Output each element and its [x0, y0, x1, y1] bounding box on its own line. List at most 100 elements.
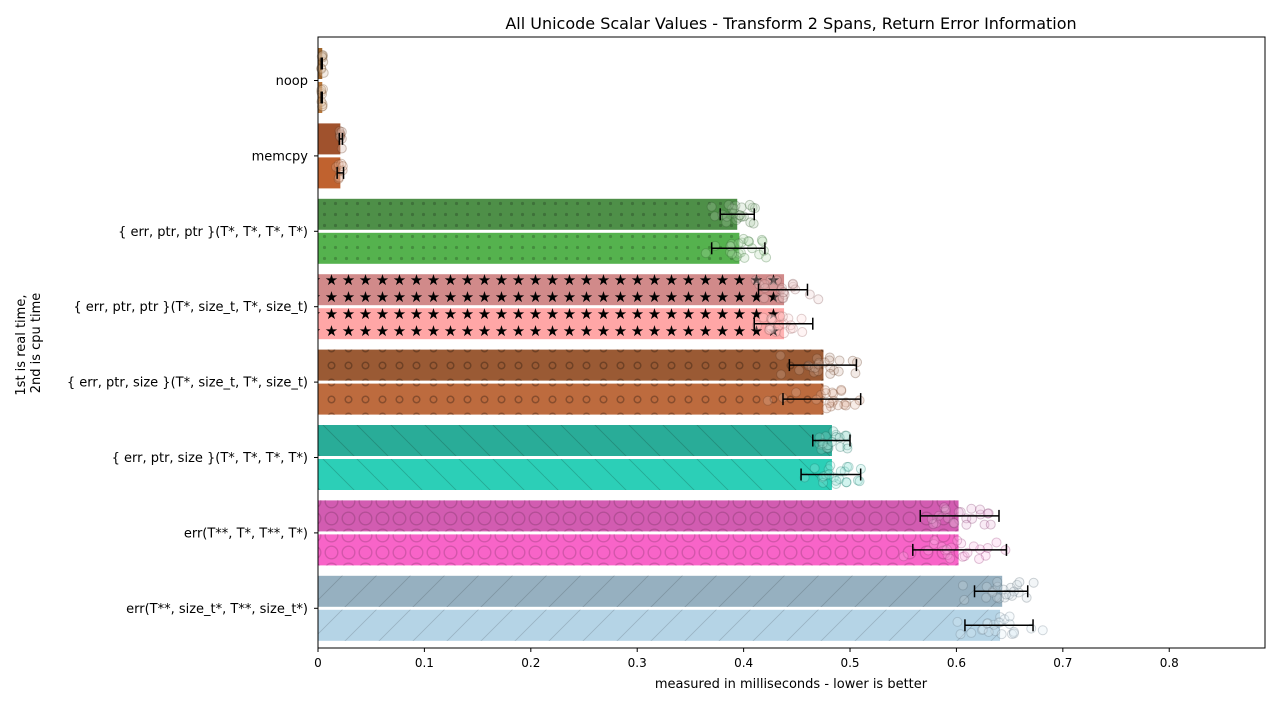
- sample-point: [739, 252, 750, 263]
- sample-point: [983, 626, 994, 637]
- sample-point: [723, 199, 734, 210]
- y-tick-label: { err, ptr, ptr }(T*, T*, T*, T*): [118, 225, 308, 240]
- sample-point: [730, 200, 741, 211]
- sample-point: [775, 311, 786, 322]
- sample-point: [821, 403, 832, 414]
- bar-pattern: [318, 534, 959, 566]
- sample-point: [787, 323, 798, 334]
- sample-point: [750, 275, 761, 286]
- sample-point: [728, 208, 739, 219]
- sample-point: [721, 217, 732, 228]
- sample-point: [843, 461, 854, 472]
- sample-point: [318, 67, 329, 78]
- sample-point: [931, 518, 942, 529]
- sample-point: [1005, 582, 1016, 593]
- plot-area: [316, 48, 1048, 641]
- bar-group: [316, 48, 329, 113]
- x-tick-label: 0.6: [947, 656, 966, 670]
- sample-point: [768, 281, 779, 292]
- sample-point: [744, 199, 755, 210]
- bar-pattern: [318, 500, 959, 532]
- sample-point: [330, 162, 341, 173]
- sample-point: [836, 385, 847, 396]
- y-tick-label: noop: [276, 74, 308, 89]
- sample-point: [1007, 629, 1018, 640]
- sample-point: [854, 395, 865, 406]
- x-axis: 0 0.1 0.2 0.3 0.4 0.5 0.6 0.7 0.8: [314, 648, 1179, 670]
- chart-title: All Unicode Scalar Values - Transform 2 …: [505, 14, 1076, 33]
- sample-point: [318, 84, 329, 95]
- y-axis-label-line-2: 2nd is cpu time: [29, 293, 44, 394]
- sample-point: [729, 204, 740, 215]
- x-axis-label: measured in milliseconds - lower is bett…: [655, 677, 928, 692]
- sample-point: [850, 368, 861, 379]
- sample-point: [831, 429, 842, 440]
- sample-point: [731, 251, 742, 262]
- sample-point: [796, 313, 807, 324]
- bar-group: [318, 349, 865, 415]
- bar-group: [318, 274, 824, 340]
- sample-point: [824, 355, 835, 366]
- sample-point: [727, 203, 738, 214]
- bar-pattern: [318, 459, 832, 490]
- y-axis-label-line-1: 1st is real time,: [14, 295, 29, 396]
- sample-point: [949, 518, 960, 529]
- bar-cpu-time: [318, 157, 341, 189]
- sample-point: [841, 477, 852, 488]
- sample-point: [1004, 611, 1015, 622]
- sample-point: [980, 550, 991, 561]
- sample-point: [797, 327, 808, 338]
- y-axis: noop memcpy { err, ptr, ptr }(T*, T*, T*, …: [67, 74, 318, 617]
- sample-point: [826, 436, 837, 447]
- sample-point: [936, 541, 947, 552]
- sample-point: [760, 283, 771, 294]
- sample-point: [777, 311, 788, 322]
- sample-point: [955, 629, 966, 640]
- sample-point: [813, 366, 824, 377]
- sample-point: [975, 509, 986, 520]
- sample-point: [854, 476, 865, 487]
- sample-point: [735, 210, 746, 221]
- sample-point: [968, 541, 979, 552]
- sample-point: [926, 514, 937, 525]
- sample-point: [809, 367, 820, 378]
- sample-point: [799, 472, 810, 483]
- sample-point: [1004, 589, 1015, 600]
- sample-point: [818, 477, 829, 488]
- sample-point: [738, 233, 749, 244]
- sample-point: [948, 517, 959, 528]
- sample-point: [734, 210, 745, 221]
- sample-point: [778, 293, 789, 304]
- bar-pattern: [318, 383, 824, 415]
- sample-point: [754, 249, 765, 260]
- bar-pattern: [318, 425, 832, 456]
- sample-point: [956, 538, 967, 549]
- sample-point: [1013, 587, 1024, 598]
- sample-point: [990, 626, 1001, 637]
- sample-point: [928, 539, 939, 550]
- sample-point: [821, 442, 832, 453]
- sample-point: [992, 592, 1003, 603]
- sample-point: [771, 275, 782, 286]
- sample-point: [898, 551, 909, 562]
- sample-point: [1001, 589, 1012, 600]
- sample-point: [773, 293, 784, 304]
- sample-point: [827, 387, 838, 398]
- sample-point: [787, 279, 798, 290]
- sample-point: [833, 366, 844, 377]
- sample-point: [841, 397, 852, 408]
- sample-point: [999, 592, 1010, 603]
- y-tick-label: { err, ptr, size }(T*, size_t, T*, size_…: [67, 376, 308, 391]
- sample-point: [835, 466, 846, 477]
- sample-point: [333, 159, 344, 170]
- sample-point: [726, 249, 737, 260]
- sample-point: [813, 294, 824, 305]
- x-tick-label: 0: [314, 656, 322, 670]
- sample-point: [745, 217, 756, 228]
- sample-point: [839, 399, 850, 410]
- sample-point: [952, 535, 963, 546]
- sample-point: [830, 478, 841, 489]
- sample-point: [744, 236, 755, 247]
- sample-point: [974, 553, 985, 564]
